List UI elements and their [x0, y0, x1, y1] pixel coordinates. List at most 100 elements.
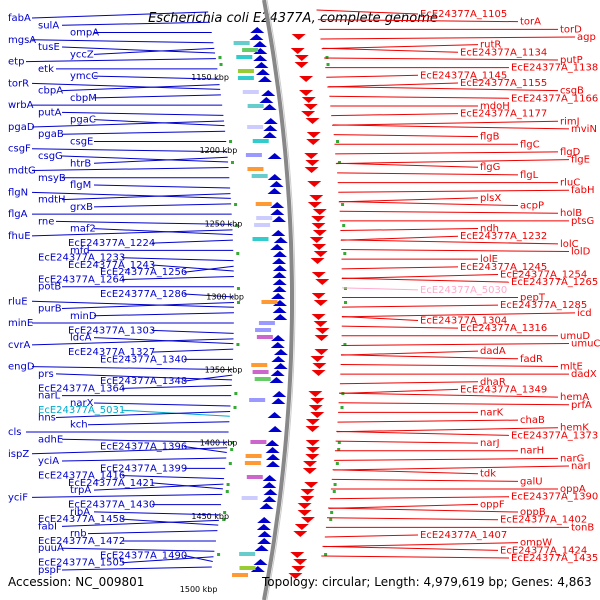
gene-label: adhE: [38, 434, 63, 445]
gene-label: EcE24377A_1233: [38, 253, 125, 264]
gene-label: EcE24377A_1407: [420, 530, 507, 541]
gene-label: mfd: [70, 245, 90, 256]
gene-label: rne: [38, 216, 54, 227]
reverse-gene-labels: EcE24377A_1105torAtorDagprutREcE24377A_1…: [420, 9, 600, 564]
forward-gene-arrow: [262, 496, 277, 502]
tick-marker: [225, 490, 229, 493]
gene-connector: [151, 329, 234, 334]
forward-gene-arrow: [263, 489, 278, 495]
gene-connector: [333, 134, 479, 138]
forward-gene-arrow: [272, 216, 287, 222]
gene-label: EcE24377A_1155: [460, 78, 547, 89]
reverse-gene-arrow: [315, 279, 330, 285]
gene-label: EcE24377A_1430: [68, 500, 155, 511]
gene-label: rluE: [8, 296, 28, 307]
gene-label: galU: [520, 476, 543, 487]
gene-connector: [31, 191, 231, 199]
gene-connector: [341, 315, 419, 321]
gene-connector: [341, 325, 459, 329]
gene-label: EcE24377A_1256: [100, 267, 187, 278]
gene-connector: [31, 82, 221, 90]
forward-gene-arrow: [265, 454, 280, 460]
tick-marker: [329, 518, 333, 521]
reverse-gene-arrow: [310, 398, 325, 404]
gene-connector: [327, 82, 459, 88]
gene-label: csgF: [8, 144, 31, 155]
tick-marker: [236, 287, 240, 290]
gene-label: ymcC: [70, 71, 98, 82]
gene-label: narL: [38, 391, 61, 402]
gene-label: pepT: [520, 292, 546, 303]
gene-label: oppA: [560, 484, 586, 495]
gene-label: cls: [8, 427, 22, 438]
reverse-gene-arrow: [303, 461, 318, 467]
annotation-bar: [245, 454, 262, 458]
kbp-label: 1250 kbp: [205, 219, 243, 228]
gene-label: tonB: [571, 522, 594, 533]
forward-gene-arrow: [263, 125, 278, 131]
reverse-gene-arrow: [311, 216, 326, 222]
gene-label: EcE24377A_5030: [420, 285, 507, 296]
gene-label: rluC: [560, 178, 580, 189]
reverse-gene-arrow: [309, 195, 324, 201]
forward-gene-arrow: [254, 545, 269, 551]
gene-label: mdoH: [480, 101, 510, 112]
feature-tracks: [217, 27, 347, 579]
annotation-bar: [261, 300, 278, 304]
forward-gene-arrow: [265, 447, 280, 453]
gene-connector: [338, 197, 479, 203]
gene-label: grxB: [70, 202, 93, 213]
gene-label: EcE24377A_1327: [68, 347, 155, 358]
gene-connector: [335, 440, 479, 444]
tick-marker: [230, 441, 234, 444]
forward-gene-arrow: [257, 531, 272, 537]
gene-label: EcE24377A_1316: [460, 323, 547, 334]
annotation-bar: [256, 335, 273, 339]
gene-connector: [151, 264, 234, 272]
gene-label: flgG: [480, 162, 500, 173]
gene-connector: [31, 229, 233, 237]
gene-connector: [317, 19, 519, 23]
gene-connector: [31, 148, 228, 153]
gene-label: torR: [8, 78, 29, 89]
reverse-gene-arrow: [306, 139, 321, 145]
gene-label: EcE24377A_1166: [511, 93, 598, 104]
gene-label: EcE24377A_1349: [460, 384, 547, 395]
forward-gene-arrow: [252, 41, 267, 47]
gene-connector: [331, 113, 459, 117]
gene-label: EcE24377A_1421: [68, 478, 155, 489]
gene-label: narJ: [480, 438, 500, 449]
reverse-gene-arrow: [294, 62, 309, 68]
gene-connector: [61, 193, 231, 201]
reverse-gene-arrow: [314, 349, 329, 355]
annotation-bar: [236, 55, 253, 59]
gene-label: EcE24377A_1364: [38, 383, 125, 394]
gene-connector: [341, 287, 419, 291]
gene-label: torD: [560, 24, 582, 35]
gene-connector: [332, 124, 570, 130]
gene-connector: [332, 120, 559, 126]
gene-connector: [31, 167, 229, 172]
tick-marker: [333, 483, 337, 486]
reverse-gene-arrow: [312, 363, 327, 369]
gene-connector: [121, 384, 232, 389]
backbone-shadow: [266, 0, 296, 600]
tick-marker: [236, 252, 240, 255]
gene-label: mgsA: [8, 35, 36, 46]
gene-connector: [329, 95, 510, 99]
gene-label: EcE24377A_1390: [511, 492, 598, 503]
gene-connector: [121, 257, 234, 262]
gene-label: EcE24377A_1265: [511, 277, 598, 288]
reverse-gene-arrow: [305, 118, 320, 124]
reverse-gene-arrow: [290, 48, 305, 54]
gene-label: EcE24377A_1458: [38, 514, 125, 525]
gene-label: flgL: [520, 170, 539, 181]
gene-connector: [322, 47, 459, 53]
forward-gene-arrow: [267, 174, 282, 180]
gene-connector: [61, 46, 216, 54]
annotation-bar: [245, 153, 262, 157]
tick-marker: [230, 448, 234, 451]
backbone-arc: [262, 0, 294, 600]
gene-label: wrbA: [8, 100, 34, 111]
gene-connector: [61, 547, 215, 552]
